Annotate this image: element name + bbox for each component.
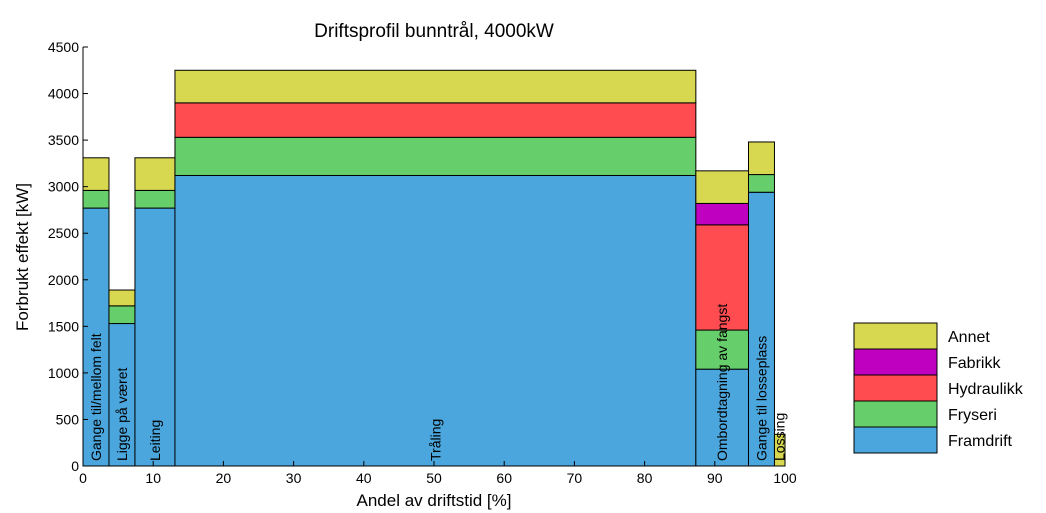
legend-label-annet: Annet [948,329,990,346]
legend-label-fryseri: Fryseri [948,407,997,424]
bar-leiting-annet [134,157,176,191]
x-tick-label: 50 [426,470,442,486]
bar-traling-fryseri [174,136,697,176]
bar-ombordtagning-av-fangst-annet [695,170,749,204]
x-tick-label: 80 [637,470,653,486]
legend-swatch-annet [853,322,938,350]
bars-group [82,69,786,467]
segment-label-gange-til-mellom-felt: Gange til/mellom felt [88,333,104,461]
y-ticks-group: 0 500 1000 1500 2000 2500 3000 3500 4000 4500 [48,39,88,474]
legend-label-framdrift: Framdrift [948,433,1013,450]
y-tick-label: 2500 [48,225,79,241]
y-tick-label: 3500 [48,132,79,148]
segment-label-traling: Tråling [427,419,443,461]
x-tick-label: 10 [145,470,161,486]
bar-ombordtagning-av-fangst-hydraulikk [695,224,749,331]
x-ticks-group: 0 10 20 30 40 50 60 70 80 90 100 [79,461,797,486]
segment-label-leiting: Leiting [147,420,163,461]
legend-label-fabrikk: Fabrikk [948,355,1001,372]
bar-ombordtagning-av-fangst-fryseri [695,329,749,370]
legend-swatch-hydraulikk [853,374,938,402]
y-tick-label: 4000 [48,86,79,102]
bar-ligge-pa-vaeret-annet [108,289,136,307]
segment-label-ombordtagning-av-fangst: Ombordtagning av fangst [714,304,730,461]
legend-label-hydraulikk: Hydraulikk [948,381,1024,398]
bar-ligge-pa-vaeret-fryseri [108,305,136,325]
legend: Annet Fabrikk Hydraulikk Fryseri Framdrift [853,322,1024,454]
x-tick-label: 90 [707,470,723,486]
bar-ligge-pa-vaeret-framdrift [108,323,136,467]
y-tick-label: 1500 [48,318,79,334]
x-axis-label: Andel av driftstid [%] [357,491,512,510]
x-tick-label: 20 [216,470,232,486]
legend-swatch-fabrikk [853,348,938,376]
bar-gange-til-losseplass-annet [747,141,775,176]
y-tick-label: 2000 [48,272,79,288]
segment-labels-group: Gange til/mellom felt Ligge på været Leiti… [88,304,788,461]
y-tick-label: 0 [71,458,79,474]
segment-label-gange-til-losseplass: Gange til losseplass [753,336,769,461]
bar-gange-til-mellom-felt-annet [82,157,110,191]
y-tick-label: 3000 [48,179,79,195]
legend-swatch-fryseri [853,400,938,428]
bar-gange-til-losseplass-framdrift [747,191,775,467]
bar-gange-til-losseplass-fryseri [747,174,775,193]
y-tick-label: 1000 [48,365,79,381]
legend-swatch-framdrift [853,426,938,454]
bar-gange-til-mellom-felt-fryseri [82,189,110,209]
bar-traling-hydraulikk [174,102,697,138]
y-tick-label: 4500 [48,39,79,55]
y-tick-label: 500 [56,411,80,427]
x-tick-label: 40 [356,470,372,486]
x-tick-label: 60 [496,470,512,486]
x-tick-label: 70 [567,470,583,486]
chart-title: Driftsprofil bunntrål, 4000kW [314,21,554,42]
x-tick-label: 0 [79,470,87,486]
y-axis-label: Forbrukt effekt [kW] [13,183,32,331]
bar-traling-annet [174,69,697,104]
bar-leiting-fryseri [134,189,176,209]
bar-traling-framdrift [174,174,697,467]
segment-label-lossing: Lossing [772,413,788,461]
bar-gange-til-mellom-felt-framdrift [82,207,110,467]
segment-label-ligge-pa-vaeret: Ligge på været [114,367,130,461]
bar-ombordtagning-av-fangst-fabrikk [695,202,749,226]
x-tick-label: 100 [773,470,797,486]
x-tick-label: 30 [286,470,302,486]
